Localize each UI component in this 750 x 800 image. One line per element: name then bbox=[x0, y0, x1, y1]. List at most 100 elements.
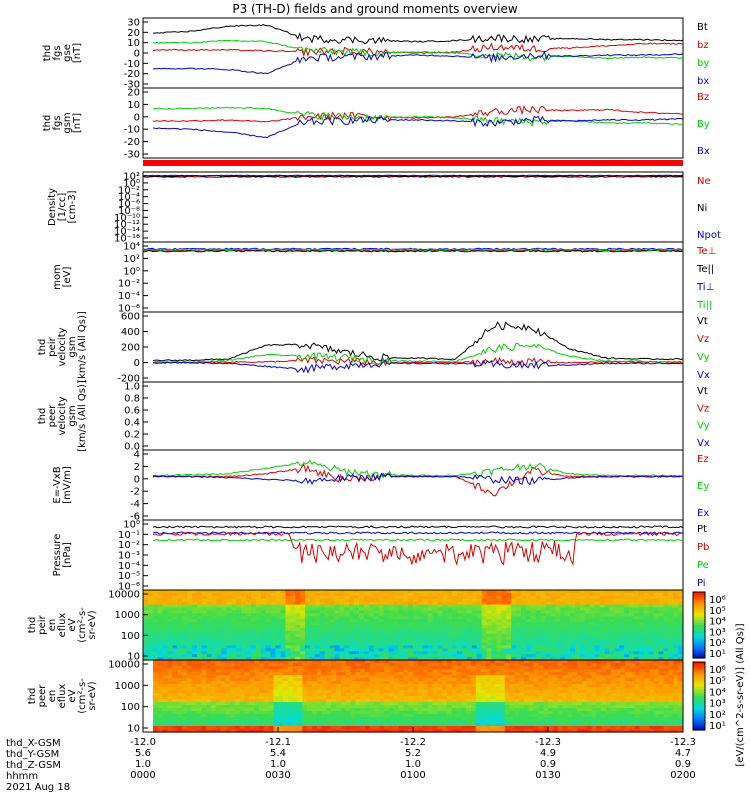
series-density-Npot bbox=[143, 174, 683, 177]
y-tick-label: 10 bbox=[127, 724, 140, 735]
y-axis-label-line: en bbox=[47, 690, 58, 703]
x-tick-z-gsm: 1.0 bbox=[405, 759, 421, 770]
y-axis-label-line: mom bbox=[52, 264, 63, 290]
y-axis-label-line: gse bbox=[62, 44, 73, 62]
y-axis-label-line: sr-eV) bbox=[87, 681, 98, 710]
y-axis-label-line: (cm²-s- bbox=[77, 607, 88, 643]
y-axis-label-line: [nPa] bbox=[62, 542, 73, 568]
y-axis-label-line: thd bbox=[27, 688, 38, 705]
panel-frame-peir_velocity bbox=[142, 311, 684, 383]
series-fgs_gse-Bt bbox=[153, 24, 683, 45]
y-axis-label-temperature: mom [eV] bbox=[52, 264, 73, 290]
y-tick-label: 10⁻⁴ bbox=[118, 561, 140, 572]
colorbar-tick-label: 10¹ bbox=[709, 649, 726, 660]
y-axis-label-line: gsm bbox=[67, 336, 78, 357]
y-tick-label: 20 bbox=[127, 88, 140, 99]
y-tick-label: 1.0 bbox=[124, 382, 140, 393]
x-tick-z-gsm: 0.9 bbox=[675, 759, 691, 770]
colorbar-tick-label: 10⁶ bbox=[709, 595, 726, 606]
y-axis-label-line: thd bbox=[42, 45, 53, 62]
legend-Vt: Vt bbox=[697, 386, 708, 397]
y-axis-label-line: eflux bbox=[57, 684, 68, 709]
row-label-hhmm: hhmm bbox=[6, 771, 39, 782]
y-axis-label-line: [mV/m] bbox=[62, 466, 73, 504]
y-tick-label: 0.8 bbox=[124, 394, 140, 405]
x-tick-y-gsm: 5.2 bbox=[405, 748, 421, 759]
y-tick-label: 10⁻⁴ bbox=[118, 291, 140, 302]
status-bar bbox=[143, 160, 683, 166]
series-density-Ni bbox=[143, 175, 683, 178]
legend-Ex: Ex bbox=[697, 508, 709, 519]
y-axis-label-line: peer bbox=[37, 684, 48, 708]
legend-By: By bbox=[697, 119, 710, 130]
y-tick-label: -30 bbox=[124, 150, 140, 161]
y-tick-label: 10⁻⁴ bbox=[118, 192, 140, 203]
y-tick-label: 0 bbox=[134, 49, 140, 60]
y-axis-label-line: [nT] bbox=[72, 43, 83, 63]
x-tick-y-gsm: 5.4 bbox=[270, 748, 286, 759]
y-tick-label: 0.2 bbox=[124, 430, 140, 441]
colorbar-tick-label: 10⁶ bbox=[709, 665, 726, 676]
y-tick-label: 10⁰ bbox=[123, 178, 140, 189]
y-axis-label-line: thd bbox=[42, 115, 53, 132]
y-axis-label-line: gsm bbox=[67, 405, 78, 426]
x-tick-z-gsm: 1.0 bbox=[270, 759, 286, 770]
legend-Te||: Te|| bbox=[696, 264, 714, 275]
legend-Vx: Vx bbox=[697, 370, 710, 381]
y-tick-label: 20 bbox=[127, 28, 140, 39]
y-tick-label: -2 bbox=[130, 487, 140, 498]
y-tick-label: 0.6 bbox=[124, 406, 140, 417]
x-tick-y-gsm: 5.6 bbox=[135, 748, 151, 759]
legend-bx: bx bbox=[697, 76, 709, 87]
y-axis-label-peer_eflux: thd peer en eflux eV (cm²-s-sr-eV) bbox=[27, 678, 98, 714]
series-peir_velocity-Vz bbox=[152, 356, 683, 368]
legend-Pe: Pe bbox=[697, 560, 709, 571]
y-axis-label-line: [1/cc] bbox=[57, 193, 68, 222]
y-tick-label: -200 bbox=[117, 374, 140, 385]
y-axis-label-fgs_gsm: thd fgs gsm [nT] bbox=[42, 112, 83, 133]
legend-Pb: Pb bbox=[697, 542, 709, 553]
y-axis-label-line: velocity bbox=[57, 327, 68, 366]
colorbar-tick-label: 10³ bbox=[709, 627, 726, 638]
date-label: 2021 Aug 18 bbox=[6, 782, 71, 793]
y-tick-label: 1000 bbox=[115, 681, 140, 692]
y-tick-label: 10⁻⁵ bbox=[118, 571, 140, 582]
chart-title: P3 (TH-D) fields and ground moments over… bbox=[232, 2, 518, 16]
series-fgs_gse-bz bbox=[152, 42, 683, 58]
y-tick-label: 2 bbox=[134, 462, 140, 473]
panel-frame-efield bbox=[142, 449, 684, 521]
legend-Ne: Ne bbox=[697, 176, 711, 187]
panel-frame-fgs_gsm bbox=[142, 87, 684, 159]
y-axis-label-line: Pressure bbox=[52, 534, 63, 577]
colorbar-tick-label: 10³ bbox=[709, 699, 726, 710]
x-tick-x-gsm: -12.0 bbox=[130, 737, 156, 748]
y-tick-label: 10⁰ bbox=[123, 520, 140, 531]
panel-frame-pressure bbox=[142, 519, 684, 591]
y-axis-label-line: thd bbox=[27, 617, 38, 634]
y-tick-label: 10⁻² bbox=[118, 540, 140, 551]
y-axis-label-line: [nT] bbox=[72, 113, 83, 133]
y-tick-label: -10 bbox=[124, 59, 140, 70]
series-temperature-Te-par bbox=[143, 249, 683, 253]
y-tick-label: -30 bbox=[124, 80, 140, 91]
colorbar-tick-label: 10⁵ bbox=[709, 676, 726, 687]
y-axis-label-line: Density bbox=[47, 188, 58, 226]
y-axis-label-line: [cm-3] bbox=[67, 190, 78, 223]
y-tick-label: -10 bbox=[124, 125, 140, 136]
heatmaps bbox=[143, 590, 683, 733]
colorbar-tick-label: 10⁴ bbox=[709, 687, 726, 698]
colorbar-tick-label: 10⁴ bbox=[709, 617, 726, 628]
series-peir_velocity-Vt bbox=[152, 321, 683, 362]
y-axis-label-line: thd bbox=[37, 339, 48, 356]
series-fgs_gse-by bbox=[152, 39, 683, 62]
colorbar-tick-label: 10¹ bbox=[709, 721, 726, 732]
y-tick-label: 10⁻² bbox=[118, 279, 140, 290]
x-tick-hhmm: 0100 bbox=[400, 770, 425, 781]
peer-eflux-spectrogram bbox=[153, 660, 683, 733]
x-tick-x-gsm: -12.1 bbox=[265, 737, 291, 748]
legend-Bt: Bt bbox=[697, 22, 708, 33]
line-series bbox=[143, 24, 683, 567]
y-tick-label: 10 bbox=[127, 38, 140, 49]
y-tick-label: 0 bbox=[134, 112, 140, 123]
